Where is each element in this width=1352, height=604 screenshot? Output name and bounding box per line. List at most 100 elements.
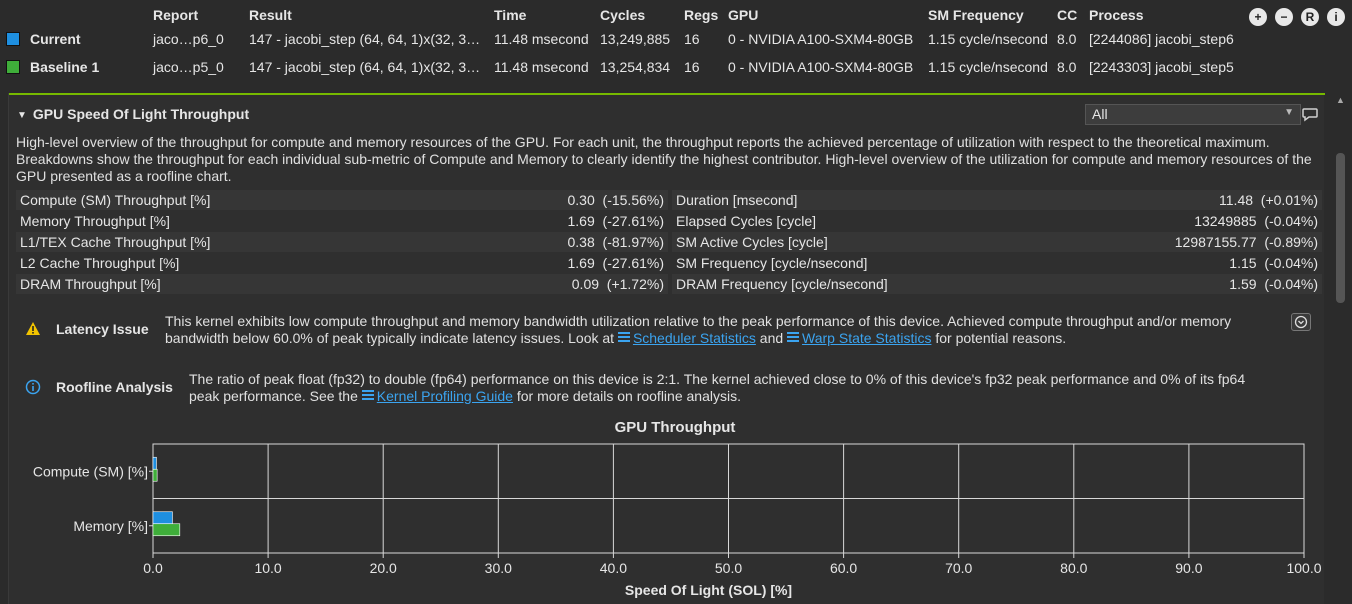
rule-title: Roofline Analysis — [56, 379, 173, 395]
row-baseline-time: 11.48 msecond — [494, 59, 589, 75]
row-baseline-regs: 16 — [684, 59, 700, 75]
metric-row: L2 Cache Throughput [%] 1.69 (-27.61%) S… — [16, 253, 1322, 274]
y-category-label: Memory [%] — [73, 518, 148, 534]
col-sm-frequency[interactable]: SM Frequency — [928, 7, 1024, 23]
metric-row: Memory Throughput [%] 1.69 (-27.61%) Ela… — [16, 211, 1322, 232]
metric-label: DRAM Frequency [cycle/nsecond] — [676, 276, 888, 292]
metric-label: Compute (SM) Throughput [%] — [20, 192, 211, 208]
metric-value: 1.69 (-27.61%) — [567, 213, 665, 229]
col-regs[interactable]: Regs — [684, 7, 719, 23]
row-baseline-name[interactable]: Baseline 1 — [30, 59, 100, 75]
scroll-up-icon[interactable]: ▲ — [1336, 95, 1345, 105]
x-tick-label: 100.0 — [1286, 560, 1321, 576]
row-current-time: 11.48 msecond — [494, 31, 589, 47]
vertical-scrollbar[interactable]: ▲ — [1330, 93, 1352, 604]
row-baseline-process: [2243303] jacobi_step5 — [1089, 59, 1234, 75]
metric-value: 12987155.77 (-0.89%) — [1174, 234, 1318, 250]
row-baseline-result[interactable]: 147 - jacobi_step (64, 64, 1)x(32, 3… — [249, 59, 481, 75]
section-header[interactable]: ▼ GPU Speed Of Light Throughput — [17, 106, 249, 122]
reset-icon[interactable]: R — [1301, 8, 1319, 26]
scheduler-statistics-link[interactable]: Scheduler Statistics — [617, 330, 756, 346]
row-baseline-cc: 8.0 — [1057, 59, 1077, 75]
document-icon — [361, 390, 374, 402]
metric-value: 1.69 (-27.61%) — [567, 255, 665, 271]
row-baseline-report[interactable]: jaco…p5_0 — [153, 59, 224, 75]
col-gpu[interactable]: GPU — [728, 7, 759, 23]
metric-value: 1.15 (-0.04%) — [1229, 255, 1318, 271]
latency-issue-rule: Latency Issue This kernel exhibits low c… — [9, 311, 1325, 351]
row-current-cc: 8.0 — [1057, 31, 1077, 47]
expand-rule-button[interactable] — [1291, 313, 1311, 331]
col-cc[interactable]: CC — [1057, 7, 1078, 23]
col-cycles[interactable]: Cycles — [600, 7, 646, 23]
comment-icon[interactable] — [1301, 105, 1319, 123]
collapse-triangle-icon[interactable]: ▼ — [17, 110, 27, 121]
row-baseline-cycles: 13,254,834 — [600, 59, 671, 75]
x-axis-label: Speed Of Light (SOL) [%] — [625, 582, 792, 598]
x-tick-label: 60.0 — [830, 560, 857, 576]
metric-value: 0.09 (+1.72%) — [571, 276, 664, 292]
metric-value: 13249885 (-0.04%) — [1194, 213, 1318, 229]
x-tick-label: 90.0 — [1175, 560, 1202, 576]
rule-text: This kernel exhibits low compute through… — [165, 313, 1232, 346]
y-category-label: Compute (SM) [%] — [33, 463, 148, 479]
current-color-swatch — [6, 32, 20, 46]
metric-label: Elapsed Cycles [cycle] — [676, 213, 817, 229]
col-result[interactable]: Result — [249, 7, 292, 23]
metric-label: L2 Cache Throughput [%] — [20, 255, 180, 271]
document-icon — [787, 332, 800, 344]
metric-row: DRAM Throughput [%] 0.09 (+1.72%) DRAM F… — [16, 274, 1322, 295]
col-process[interactable]: Process — [1089, 7, 1144, 23]
x-tick-label: 70.0 — [945, 560, 972, 576]
filter-selected-value: All — [1092, 106, 1108, 122]
row-current-report[interactable]: jaco…p6_0 — [153, 31, 224, 47]
row-current-sm-frequency: 1.15 cycle/nsecond — [928, 31, 1048, 47]
chevron-down-icon: ▼ — [1284, 107, 1294, 118]
metric-label: DRAM Throughput [%] — [20, 276, 161, 292]
kernel-profiling-guide-link[interactable]: Kernel Profiling Guide — [361, 388, 513, 404]
gpu-throughput-chart: 0.0 10.0 20.0 30.0 40.0 50.0 60.0 70.0 80.0 90.0 1… — [33, 443, 1322, 598]
metric-label: L1/TEX Cache Throughput [%] — [20, 234, 211, 250]
row-baseline-gpu: 0 - NVIDIA A100-SXM4-80GB — [728, 59, 914, 75]
info-icon[interactable]: i — [1327, 8, 1345, 26]
x-tick-label: 20.0 — [370, 560, 397, 576]
section-title: GPU Speed Of Light Throughput — [32, 106, 250, 122]
row-current-result[interactable]: 147 - jacobi_step (64, 64, 1)x(32, 3… — [249, 31, 481, 47]
roofline-analysis-rule: Roofline Analysis The ratio of peak floa… — [9, 369, 1325, 409]
rule-text: The ratio of peak float (fp32) to double… — [189, 371, 1246, 404]
row-current-name[interactable]: Current — [30, 31, 81, 47]
x-tick-label: 0.0 — [143, 560, 163, 576]
chevron-down-circle-icon — [1294, 315, 1308, 329]
warning-icon — [26, 322, 40, 335]
bar-baseline-1 — [152, 523, 181, 537]
x-tick-label: 80.0 — [1060, 560, 1087, 576]
row-current-regs: 16 — [684, 31, 700, 47]
rule-title: Latency Issue — [56, 321, 149, 337]
metric-value: 0.30 (-15.56%) — [567, 192, 665, 208]
sol-section-panel: ▼ GPU Speed Of Light Throughput All ▼ Hig… — [8, 93, 1325, 604]
metric-label: SM Frequency [cycle/nsecond] — [676, 255, 868, 271]
col-time[interactable]: Time — [494, 7, 527, 23]
remove-baseline-icon[interactable]: − — [1275, 8, 1293, 26]
metric-label: Memory Throughput [%] — [20, 213, 170, 229]
metric-label: SM Active Cycles [cycle] — [676, 234, 828, 250]
metric-row: L1/TEX Cache Throughput [%] 0.38 (-81.97… — [16, 232, 1322, 253]
scrollbar-thumb[interactable] — [1336, 153, 1345, 303]
row-current-cycles: 13,249,885 — [600, 31, 671, 47]
metric-row: Compute (SM) Throughput [%] 0.30 (-15.56… — [16, 190, 1322, 211]
document-icon — [617, 332, 630, 344]
col-report[interactable]: Report — [153, 7, 199, 23]
results-header: Report Result Time Cycles Regs GPU SM Fr… — [0, 0, 1352, 82]
bar-current — [152, 511, 173, 525]
add-baseline-icon[interactable]: + — [1249, 8, 1267, 26]
row-baseline-sm-frequency: 1.15 cycle/nsecond — [928, 59, 1048, 75]
x-tick-label: 50.0 — [715, 560, 742, 576]
info-circle-icon — [25, 379, 41, 395]
x-tick-label: 40.0 — [600, 560, 627, 576]
row-current-process: [2244086] jacobi_step6 — [1089, 31, 1234, 47]
section-accent-bar — [9, 93, 1325, 95]
baseline-color-swatch — [6, 60, 20, 74]
metric-filter-select[interactable]: All ▼ — [1085, 104, 1301, 125]
warp-state-statistics-link[interactable]: Warp State Statistics — [787, 330, 931, 346]
row-current-gpu: 0 - NVIDIA A100-SXM4-80GB — [728, 31, 914, 47]
